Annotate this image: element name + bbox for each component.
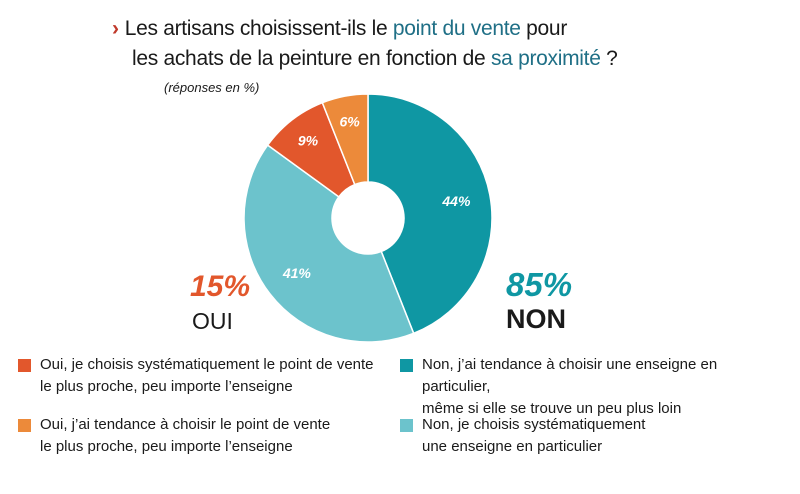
legend-text: le plus proche, peu importe l’enseigne [40, 378, 293, 395]
donut-slice [367, 93, 493, 335]
title-text: les achats de la peinture en fonction de [132, 47, 491, 70]
legend-item-oui-systematique: Oui, je choisis systématiquement le poin… [18, 354, 398, 398]
oui-label: OUI [192, 308, 233, 334]
title-text: pour [520, 17, 568, 40]
legend-text: même si elle se trouve un peu plus loin [422, 400, 682, 417]
slice-value-label: 41% [282, 265, 312, 281]
slice-value-label: 9% [298, 133, 319, 149]
chart-title: › Les artisans choisissent-ils le point d… [112, 14, 672, 74]
legend-item-non-tendance: Non, j’ai tendance à choisir une enseign… [400, 354, 780, 420]
non-label: NON [506, 304, 566, 334]
oui-total-percent: 15% [190, 270, 251, 303]
legend-item-oui-tendance: Oui, j’ai tendance à choisir le point de… [18, 414, 398, 458]
legend-swatch [400, 359, 413, 372]
legend-swatch [18, 419, 31, 432]
legend-text: Oui, je choisis systématiquement le poin… [40, 356, 374, 373]
donut-slice [321, 93, 369, 186]
title-text: Les artisans choisissent-ils le [124, 17, 393, 40]
units-note: (réponses en %) [164, 80, 260, 95]
slice-value-label: 44% [441, 193, 471, 209]
non-total-percent: 85% [506, 266, 573, 303]
legend-swatch [18, 359, 31, 372]
title-highlight: sa proximité [490, 47, 601, 70]
title-highlight: point du vente [392, 17, 521, 40]
legend-item-non-systematique: Non, je choisis systématiquement une ens… [400, 414, 780, 458]
legend-text: Non, je choisis systématiquement [422, 416, 646, 433]
legend-swatch [400, 419, 413, 432]
legend-text: une enseigne en particulier [422, 438, 603, 455]
legend-text: le plus proche, peu importe l’enseigne [40, 438, 293, 455]
legend-text: Oui, j’ai tendance à choisir le point de… [40, 416, 331, 433]
chevron-right-icon: › [112, 17, 119, 40]
slice-value-label: 6% [340, 114, 361, 130]
donut-slice [243, 144, 415, 343]
title-text: ? [600, 47, 618, 70]
legend-text: Non, j’ai tendance à choisir une enseign… [422, 356, 718, 395]
